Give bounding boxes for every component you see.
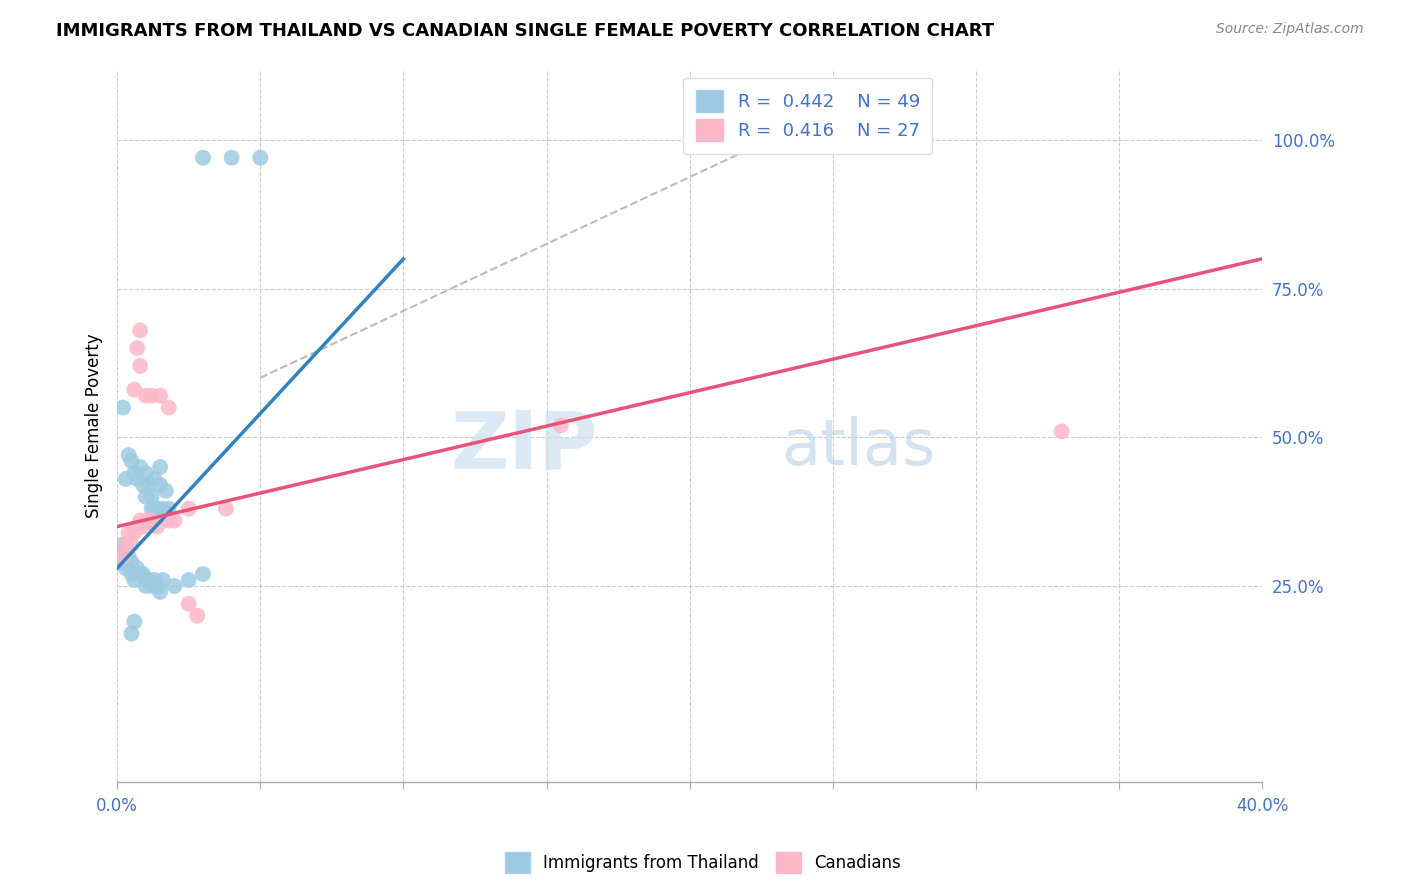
Text: ZIP: ZIP bbox=[451, 408, 598, 486]
Text: IMMIGRANTS FROM THAILAND VS CANADIAN SINGLE FEMALE POVERTY CORRELATION CHART: IMMIGRANTS FROM THAILAND VS CANADIAN SIN… bbox=[56, 22, 994, 40]
Point bbox=[152, 501, 174, 516]
Point bbox=[135, 389, 157, 403]
Point bbox=[111, 555, 134, 569]
Point bbox=[114, 561, 136, 575]
Point bbox=[121, 626, 143, 640]
Point bbox=[114, 537, 136, 551]
Point bbox=[135, 466, 157, 480]
Point bbox=[108, 549, 131, 564]
Point bbox=[135, 514, 157, 528]
Point bbox=[117, 525, 139, 540]
Point bbox=[163, 514, 186, 528]
Text: 40.0%: 40.0% bbox=[1236, 797, 1288, 815]
Point bbox=[149, 389, 172, 403]
Point bbox=[132, 519, 155, 533]
Point bbox=[138, 573, 160, 587]
Point bbox=[135, 579, 157, 593]
Point bbox=[146, 501, 169, 516]
Point bbox=[146, 519, 169, 533]
Y-axis label: Single Female Poverty: Single Female Poverty bbox=[86, 333, 103, 517]
Point bbox=[132, 478, 155, 492]
Text: 0.0%: 0.0% bbox=[96, 797, 138, 815]
Point bbox=[121, 537, 143, 551]
Point bbox=[177, 501, 200, 516]
Point bbox=[127, 472, 149, 486]
Point bbox=[149, 460, 172, 475]
Point bbox=[129, 323, 152, 337]
Point bbox=[157, 514, 180, 528]
Point bbox=[1050, 425, 1073, 439]
Point bbox=[249, 151, 271, 165]
Point bbox=[121, 567, 143, 582]
Point bbox=[152, 573, 174, 587]
Point bbox=[127, 561, 149, 575]
Point bbox=[138, 478, 160, 492]
Point bbox=[117, 549, 139, 564]
Point bbox=[215, 501, 238, 516]
Point bbox=[177, 573, 200, 587]
Point bbox=[149, 585, 172, 599]
Point bbox=[111, 401, 134, 415]
Point bbox=[135, 573, 157, 587]
Point bbox=[124, 573, 146, 587]
Point bbox=[114, 543, 136, 558]
Point bbox=[155, 483, 177, 498]
Point bbox=[141, 579, 163, 593]
Point bbox=[186, 608, 208, 623]
Point bbox=[157, 401, 180, 415]
Point bbox=[111, 537, 134, 551]
Point bbox=[129, 359, 152, 373]
Point bbox=[141, 389, 163, 403]
Point bbox=[124, 383, 146, 397]
Point bbox=[149, 478, 172, 492]
Point bbox=[191, 151, 214, 165]
Point bbox=[111, 549, 134, 564]
Point bbox=[129, 514, 152, 528]
Point bbox=[124, 525, 146, 540]
Point bbox=[129, 460, 152, 475]
Point bbox=[141, 490, 163, 504]
Point bbox=[124, 466, 146, 480]
Point bbox=[114, 472, 136, 486]
Point bbox=[143, 472, 166, 486]
Point bbox=[163, 579, 186, 593]
Point bbox=[135, 490, 157, 504]
Point bbox=[124, 615, 146, 629]
Point bbox=[121, 454, 143, 468]
Point bbox=[141, 501, 163, 516]
Point bbox=[132, 567, 155, 582]
Point bbox=[127, 341, 149, 355]
Point bbox=[146, 579, 169, 593]
Legend: Immigrants from Thailand, Canadians: Immigrants from Thailand, Canadians bbox=[498, 846, 908, 880]
Point bbox=[121, 555, 143, 569]
Point bbox=[221, 151, 243, 165]
Point bbox=[177, 597, 200, 611]
Point bbox=[127, 519, 149, 533]
Point bbox=[550, 418, 572, 433]
Point bbox=[117, 448, 139, 462]
Point bbox=[143, 573, 166, 587]
Legend: R =  0.442    N = 49, R =  0.416    N = 27: R = 0.442 N = 49, R = 0.416 N = 27 bbox=[683, 78, 932, 154]
Point bbox=[129, 567, 152, 582]
Point bbox=[143, 501, 166, 516]
Point bbox=[141, 514, 163, 528]
Text: Source: ZipAtlas.com: Source: ZipAtlas.com bbox=[1216, 22, 1364, 37]
Text: atlas: atlas bbox=[782, 416, 935, 478]
Point bbox=[191, 567, 214, 582]
Point bbox=[157, 501, 180, 516]
